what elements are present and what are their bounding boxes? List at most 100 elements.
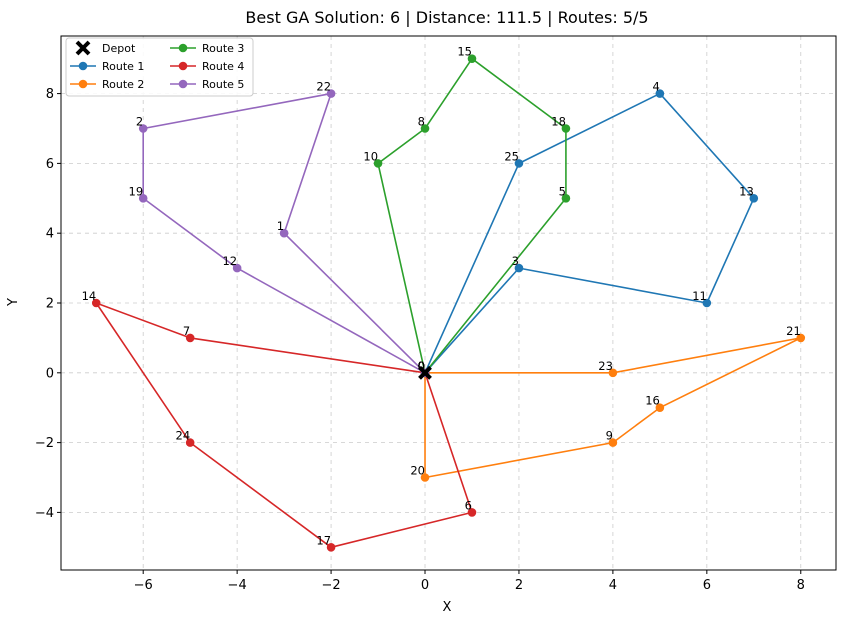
chart-title: Best GA Solution: 6 | Distance: 111.5 | … [245, 8, 648, 27]
route-3-stop-point [373, 159, 383, 168]
routes-layer [91, 54, 806, 552]
route-4-stop-point [467, 508, 477, 517]
stop-label: 24 [176, 429, 191, 443]
stop-label: 17 [316, 533, 331, 547]
y-axis-ticks: −4 −2 0 2 4 6 8 [35, 87, 61, 521]
legend-entry: Route 4 [170, 60, 244, 73]
route-4-stop-point [185, 333, 195, 343]
y-tick-label: 4 [46, 227, 54, 242]
route-5-stop-point [326, 89, 336, 98]
route-1-stop-point [702, 298, 712, 308]
stop-label: 0 [418, 359, 425, 373]
stop-label: 7 [183, 324, 190, 338]
stop-label: 0 [418, 359, 425, 373]
route-5-stop-point [138, 124, 148, 133]
legend-label: Route 2 [102, 78, 144, 91]
legend: Depot Route 1 Route 2 Route 3 Route 4 Route 5 [65, 37, 254, 97]
legend-entry: Route 5 [170, 78, 244, 91]
stop-label: 21 [786, 324, 801, 338]
stop-label: 8 [418, 114, 425, 128]
legend-marker-swatch [78, 79, 88, 89]
route-4-stop-point [185, 438, 195, 447]
route-4-stop-point [326, 543, 336, 552]
legend-entry: Depot [75, 40, 136, 56]
legend-marker-swatch [178, 43, 188, 53]
x-tick-label: 0 [421, 578, 429, 593]
stop-label: 14 [82, 289, 97, 303]
stop-label: 22 [316, 80, 331, 94]
route-1-stop-point [514, 159, 524, 168]
x-tick-label: 8 [797, 578, 805, 593]
stop-label: 10 [363, 149, 378, 163]
x-axis-label: X [443, 600, 452, 615]
legend-marker-swatch [178, 61, 188, 71]
route-2-stop-point [608, 368, 618, 378]
x-tick-label: −2 [321, 578, 340, 593]
stop-label: 19 [129, 184, 144, 198]
route-5-stop-point [138, 193, 148, 203]
stop-label: 0 [418, 359, 425, 373]
stop-label: 12 [222, 254, 237, 268]
stop-label: 13 [739, 184, 754, 198]
legend-label: Depot [102, 42, 136, 55]
route-1-stop-point [514, 263, 524, 273]
stop-label: 11 [692, 289, 707, 303]
y-axis-label: Y [6, 298, 21, 307]
legend-label: Route 4 [202, 60, 244, 73]
stop-label: 20 [410, 464, 425, 478]
legend-entry: Route 1 [70, 60, 144, 73]
route-3-stop-point [420, 124, 430, 133]
route-1-stop-point [749, 193, 759, 203]
y-tick-label: 8 [46, 87, 54, 102]
y-tick-label: 0 [46, 366, 54, 381]
legend-marker-swatch [178, 79, 188, 89]
route-2-stop-point [608, 438, 618, 447]
stop-label: 25 [504, 149, 519, 163]
stop-label: 0 [418, 359, 425, 373]
stop-label: 2 [136, 114, 143, 128]
legend-depot-marker [75, 40, 91, 56]
route-5-stop-point [232, 263, 242, 273]
stop-label: 4 [653, 80, 660, 94]
stop-label: 9 [606, 429, 613, 443]
legend-box [65, 37, 254, 97]
y-tick-label: −4 [35, 506, 54, 521]
legend-label: Route 5 [202, 78, 244, 91]
y-tick-label: 2 [46, 297, 54, 312]
stop-label: 1 [277, 219, 284, 233]
stop-label: 0 [418, 359, 425, 373]
stop-label: 0 [418, 359, 425, 373]
legend-entry: Route 3 [170, 42, 244, 55]
stop-label: 16 [645, 394, 660, 408]
stop-label: 15 [457, 45, 472, 59]
route-5-stop-point [279, 228, 289, 238]
x-tick-label: 6 [703, 578, 711, 593]
stop-label: 18 [551, 114, 566, 128]
x-tick-label: 4 [609, 578, 617, 593]
legend-marker-swatch [78, 61, 88, 71]
legend-entry: Route 2 [70, 78, 144, 91]
stop-label: 0 [418, 359, 425, 373]
stop-label: 0 [418, 359, 425, 373]
stop-label: 0 [418, 359, 425, 373]
route-4-stop-point [91, 298, 101, 308]
route-2-stop-point [796, 333, 806, 343]
route-4-series [91, 298, 477, 552]
route-1-stop-point [655, 89, 665, 98]
y-tick-label: 6 [46, 157, 54, 172]
route-3-stop-point [561, 124, 571, 133]
stop-label: 6 [465, 498, 472, 512]
stop-label: 5 [559, 184, 566, 198]
route-2-stop-point [655, 403, 665, 413]
route-2-stop-point [420, 473, 430, 482]
legend-label: Route 3 [202, 42, 244, 55]
stop-label: 0 [418, 359, 425, 373]
route-3-stop-point [467, 54, 477, 63]
x-tick-label: −4 [228, 578, 247, 593]
stop-label: 23 [598, 359, 613, 373]
x-axis-ticks: −6 −4 −2 0 2 4 6 8 [134, 570, 805, 593]
depot-marker [418, 365, 432, 380]
